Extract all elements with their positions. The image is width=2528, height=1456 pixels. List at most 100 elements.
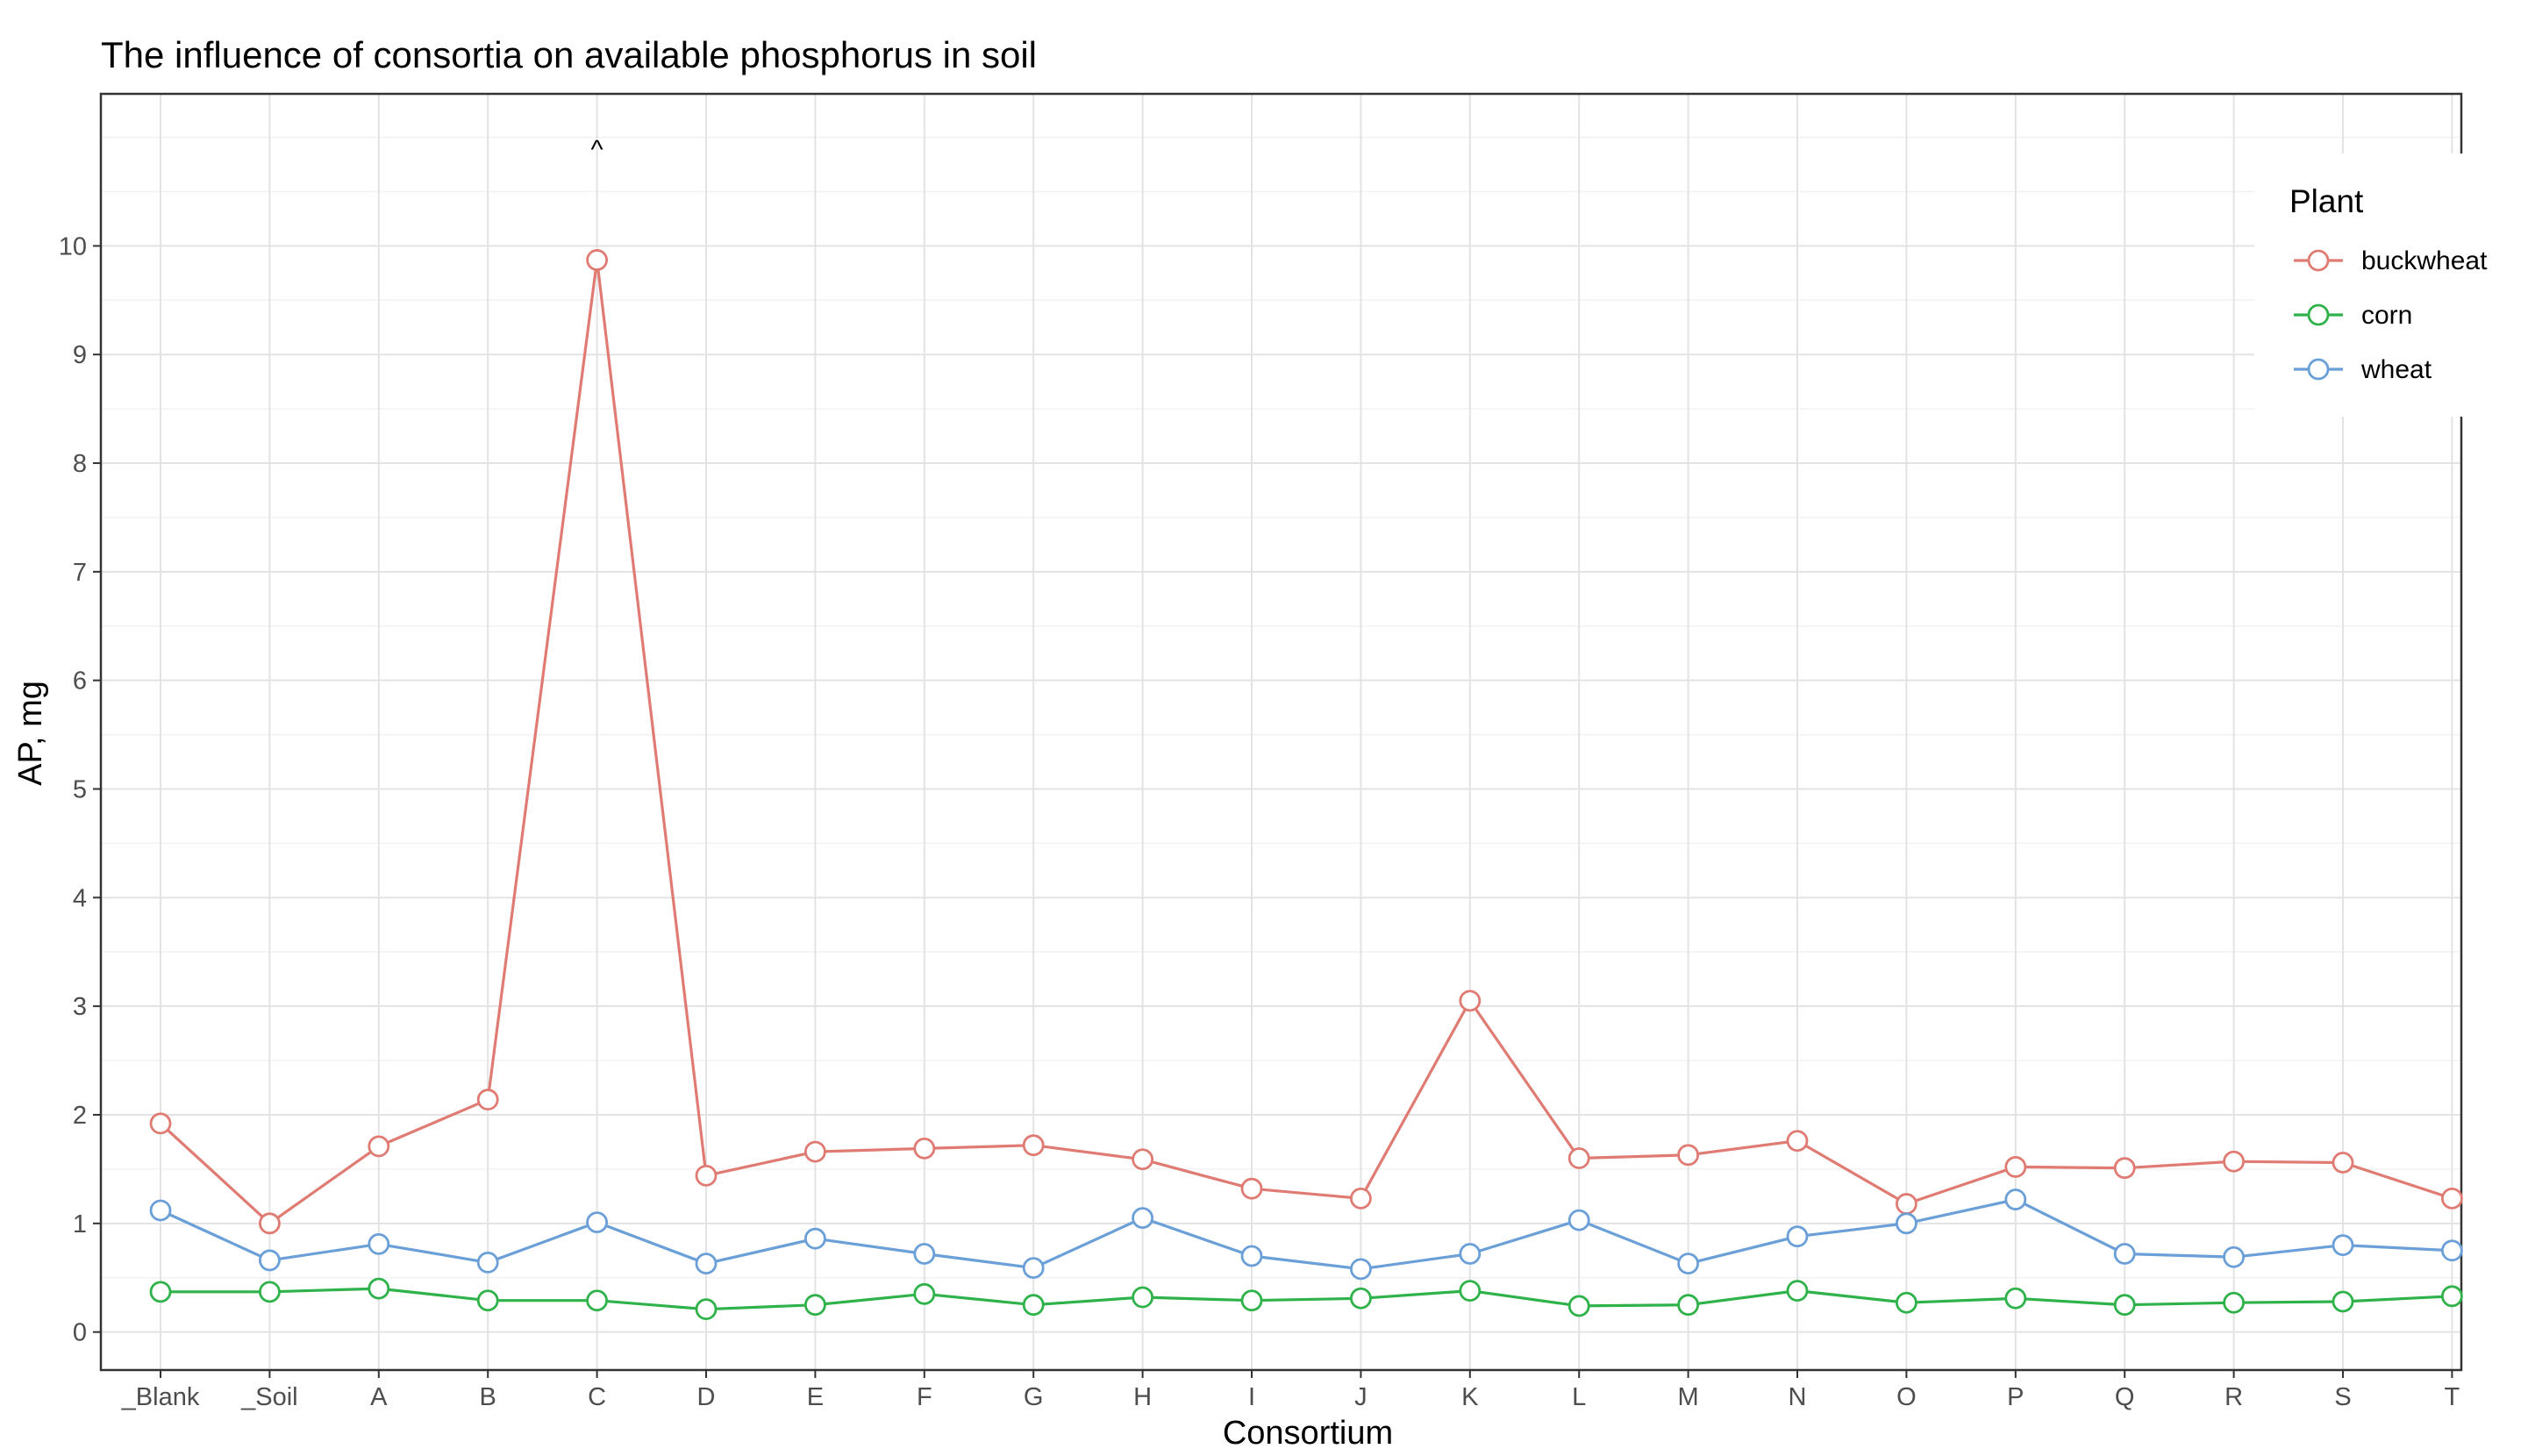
- x-tick-label: L: [1572, 1383, 1586, 1411]
- x-tick-label: B: [480, 1383, 496, 1411]
- data-point-corn: [1568, 1295, 1590, 1317]
- y-tick-label: 4: [73, 884, 87, 912]
- legend-title: Plant: [2289, 183, 2364, 219]
- data-point-wheat: [1677, 1253, 1699, 1275]
- legend-label: corn: [2361, 301, 2412, 330]
- data-point-wheat: [2113, 1243, 2136, 1265]
- data-point-corn: [2223, 1291, 2246, 1314]
- data-point-wheat: [586, 1211, 608, 1233]
- data-point-wheat: [149, 1199, 172, 1222]
- x-tick-label: _Blank: [121, 1383, 200, 1411]
- x-tick-label: J: [1354, 1383, 1368, 1411]
- legend-key-point: [2307, 303, 2330, 326]
- data-point-corn: [1459, 1280, 1482, 1303]
- data-point-buckwheat: [1677, 1144, 1699, 1167]
- data-point-corn: [1786, 1280, 1809, 1303]
- legend: Plant buckwheat corn wheat: [2254, 153, 2516, 417]
- data-point-buckwheat: [1895, 1193, 1917, 1215]
- x-tick-label: A: [370, 1383, 388, 1411]
- annotations: ^: [591, 136, 603, 165]
- data-point-buckwheat: [2440, 1187, 2463, 1210]
- data-point-corn: [1677, 1294, 1699, 1317]
- data-point-wheat: [476, 1252, 499, 1274]
- data-point-buckwheat: [1350, 1187, 1372, 1210]
- data-point-corn: [913, 1282, 936, 1305]
- data-point-wheat: [1459, 1243, 1482, 1265]
- legend-item-corn: corn: [2294, 301, 2412, 330]
- plot-panel-border: [99, 92, 2463, 1372]
- x-tick-label: M: [1678, 1383, 1699, 1411]
- y-tick-label: 9: [73, 341, 87, 369]
- data-point-buckwheat: [695, 1164, 718, 1187]
- x-tick-label: H: [1133, 1383, 1152, 1411]
- data-point-buckwheat: [2004, 1156, 2027, 1178]
- x-tick-label: R: [2224, 1383, 2243, 1411]
- data-point-wheat: [2223, 1245, 2246, 1268]
- data-point-wheat: [1786, 1225, 1809, 1248]
- grid: [101, 94, 2461, 1370]
- data-point-wheat: [258, 1249, 281, 1272]
- x-tick-label: P: [2007, 1383, 2024, 1411]
- series-line-wheat: [160, 1197, 2453, 1271]
- data-point-buckwheat: [476, 1088, 499, 1111]
- series-buckwheat: [149, 249, 2463, 1235]
- data-point-buckwheat: [2223, 1150, 2246, 1173]
- x-tick-label: Q: [2115, 1383, 2135, 1411]
- data-point-wheat: [804, 1227, 826, 1250]
- series-group: [149, 249, 2463, 1321]
- chart-title: The influence of consortia on available …: [101, 34, 1037, 75]
- data-point-corn: [2113, 1294, 2136, 1317]
- x-tick-label: K: [1461, 1383, 1479, 1411]
- y-tick-label: 1: [73, 1210, 87, 1238]
- legend-label: wheat: [2360, 355, 2432, 384]
- data-point-corn: [2440, 1285, 2463, 1308]
- annotation-mark: ^: [591, 136, 603, 165]
- y-tick-label: 8: [73, 450, 87, 478]
- series-line-buckwheat: [159, 258, 2453, 1225]
- data-point-buckwheat: [1132, 1148, 1153, 1171]
- x-tick-label: E: [807, 1383, 824, 1411]
- data-point-corn: [804, 1294, 826, 1317]
- data-point-buckwheat: [368, 1135, 390, 1158]
- legend-background: [2254, 153, 2516, 417]
- data-point-corn: [1350, 1287, 1372, 1310]
- x-tick-label: T: [2445, 1383, 2460, 1411]
- data-point-buckwheat: [2113, 1157, 2136, 1180]
- data-point-buckwheat: [1240, 1177, 1263, 1200]
- data-point-corn: [368, 1277, 390, 1300]
- y-tick-label: 5: [73, 776, 87, 804]
- data-point-wheat: [1895, 1212, 1917, 1235]
- data-point-wheat: [2440, 1239, 2463, 1262]
- data-point-buckwheat: [804, 1140, 826, 1163]
- y-tick-label: 7: [73, 559, 87, 587]
- data-point-corn: [1240, 1289, 1263, 1312]
- x-tick-label: F: [917, 1383, 932, 1411]
- data-point-buckwheat: [1022, 1134, 1045, 1157]
- y-axis-title: AP, mg: [12, 681, 49, 786]
- legend-item-wheat: wheat: [2294, 355, 2432, 384]
- x-tick-label: D: [697, 1383, 716, 1411]
- series-corn: [149, 1277, 2463, 1321]
- data-point-corn: [695, 1298, 718, 1321]
- series-wheat: [149, 1188, 2463, 1281]
- x-tick-label: O: [1896, 1383, 1917, 1411]
- data-point-wheat: [913, 1243, 936, 1265]
- data-point-wheat: [1022, 1257, 1045, 1279]
- data-point-wheat: [2004, 1188, 2027, 1210]
- data-point-buckwheat: [586, 249, 608, 271]
- data-point-buckwheat: [2332, 1152, 2354, 1174]
- x-tick-label: S: [2334, 1383, 2351, 1411]
- data-point-buckwheat: [258, 1212, 281, 1235]
- legend-label: buckwheat: [2361, 246, 2488, 275]
- x-tick-label: C: [588, 1383, 606, 1411]
- data-point-wheat: [2332, 1234, 2354, 1256]
- data-point-buckwheat: [1568, 1147, 1590, 1169]
- x-tick-label: _Soil: [240, 1383, 298, 1411]
- x-axis-title: Consortium: [1223, 1415, 1393, 1452]
- data-point-buckwheat: [1786, 1130, 1809, 1153]
- data-point-corn: [2332, 1290, 2354, 1313]
- y-tick-label: 2: [73, 1102, 87, 1130]
- data-point-buckwheat: [913, 1137, 936, 1160]
- y-tick-label: 6: [73, 667, 87, 696]
